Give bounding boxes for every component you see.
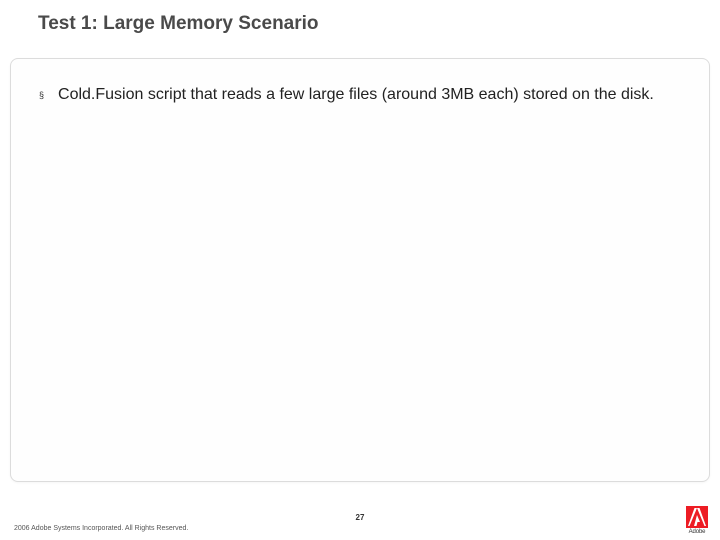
page-number: 27: [356, 513, 365, 522]
adobe-logo-mark: [686, 506, 708, 528]
footer: 2006 Adobe Systems Incorporated. All Rig…: [0, 504, 720, 540]
adobe-logo-text: Adobe: [686, 529, 708, 535]
slide: Test 1: Large Memory Scenario § Cold.Fus…: [0, 0, 720, 540]
adobe-logo: Adobe: [686, 506, 708, 536]
slide-title: Test 1: Large Memory Scenario: [38, 13, 319, 35]
bullet-item: § Cold.Fusion script that reads a few la…: [39, 85, 689, 106]
bullet-text: Cold.Fusion script that reads a few larg…: [58, 85, 654, 106]
bullet-marker: §: [39, 85, 44, 105]
content-panel: § Cold.Fusion script that reads a few la…: [10, 58, 710, 482]
copyright-text: 2006 Adobe Systems Incorporated. All Rig…: [14, 525, 188, 532]
